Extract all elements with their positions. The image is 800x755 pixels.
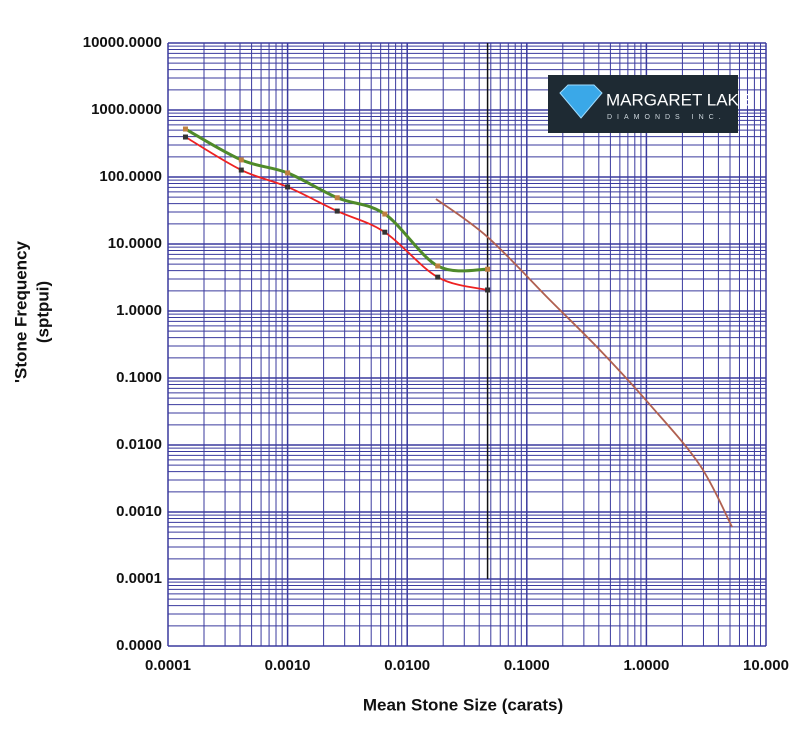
point-marker bbox=[485, 266, 491, 272]
point-marker bbox=[182, 134, 188, 140]
point-marker bbox=[485, 287, 491, 293]
y-tick-label: 1.0000 bbox=[116, 302, 162, 319]
series-line bbox=[435, 198, 733, 528]
point-marker bbox=[182, 126, 188, 132]
y-tick-label: 10.0000 bbox=[108, 235, 162, 252]
y-tick-label: 0.0001 bbox=[116, 570, 162, 587]
x-tick-label: 10.000 bbox=[743, 657, 789, 674]
point-marker bbox=[334, 208, 340, 214]
point-marker bbox=[435, 263, 441, 269]
point-marker bbox=[238, 167, 244, 173]
point-marker bbox=[435, 274, 441, 280]
logo-diamond bbox=[559, 84, 603, 119]
x-tick-label: 0.0010 bbox=[265, 657, 311, 674]
point-marker bbox=[334, 195, 340, 201]
point-marker bbox=[382, 229, 388, 235]
y-tick-label: 0.0100 bbox=[116, 436, 162, 453]
y-tick-label: 0.0010 bbox=[116, 503, 162, 520]
logo: MARGARET LAKE DIAMONDS INC. bbox=[548, 75, 750, 133]
y-tick-label: 0.1000 bbox=[116, 369, 162, 386]
y-axis-label-line: (sptpui) bbox=[33, 281, 52, 343]
y-tick-label: 0.0000 bbox=[116, 637, 162, 654]
y-axis-label-line: 'Stone Frequency bbox=[11, 240, 30, 383]
logo-tagline: DIAMONDS INC. bbox=[607, 114, 726, 121]
grid bbox=[167, 42, 767, 647]
logo-name: MARGARET LAKE bbox=[606, 90, 750, 109]
y-tick-label: 1000.0000 bbox=[91, 101, 162, 118]
point-marker bbox=[285, 170, 291, 176]
x-axis-label: Mean Stone Size (carats) bbox=[363, 695, 563, 714]
y-tick-label: 100.0000 bbox=[99, 168, 162, 185]
x-tick-label: 0.0100 bbox=[384, 657, 430, 674]
x-tick-label: 0.1000 bbox=[504, 657, 550, 674]
point-marker bbox=[238, 157, 244, 163]
y-axis-label: 'Stone Frequency (sptpui) bbox=[11, 240, 52, 383]
point-marker bbox=[285, 184, 291, 190]
x-tick-label: 0.0001 bbox=[145, 657, 191, 674]
y-tick-label: 10000.0000 bbox=[83, 34, 162, 51]
point-marker bbox=[382, 211, 388, 217]
x-tick-label: 1.0000 bbox=[623, 657, 669, 674]
